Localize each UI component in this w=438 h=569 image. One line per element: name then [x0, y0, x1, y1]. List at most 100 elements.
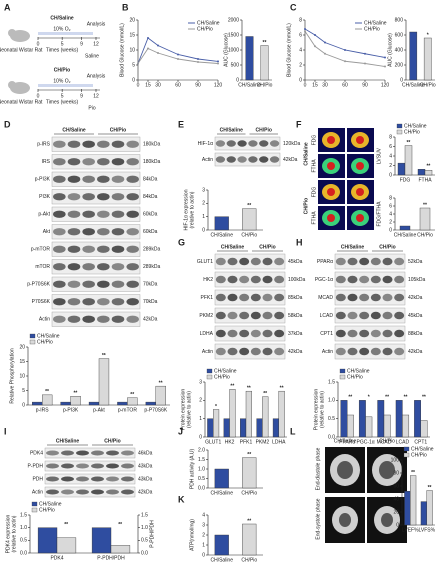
- blot-label: Akt: [43, 229, 51, 235]
- blot-band: [126, 210, 139, 218]
- echo-column: CH/Saline: [334, 438, 357, 444]
- blot-band: [274, 311, 285, 320]
- time-label: 0: [37, 93, 40, 99]
- y-tick-label: 8: [389, 195, 392, 201]
- bar: [42, 394, 53, 406]
- blot-band: [97, 228, 110, 236]
- blot-band: [394, 329, 405, 338]
- series-point: [157, 52, 159, 54]
- blot-band: [370, 293, 381, 302]
- series-line: [304, 28, 386, 58]
- pet-core: [327, 188, 335, 196]
- bar: [272, 418, 279, 438]
- legend-label: CH/Pio: [39, 507, 55, 513]
- blot-band: [239, 329, 250, 338]
- bar: [212, 409, 220, 438]
- y-tick-label: 0: [22, 402, 25, 408]
- y-tick-label: 2: [199, 398, 202, 404]
- bar: [98, 358, 110, 406]
- blot-band: [97, 298, 110, 306]
- y-axis-label: PDH activity (A.U): [189, 449, 195, 490]
- blot-band: [126, 175, 139, 183]
- y-tick-label: 0: [396, 522, 399, 528]
- blot-kda: 60kDa: [143, 229, 158, 235]
- series-point: [314, 45, 316, 48]
- blot-kda: 70kDa: [143, 282, 158, 288]
- blot-group: CH/Saline: [341, 244, 365, 250]
- x-tick-label: 15: [145, 82, 151, 88]
- blot-band: [67, 228, 81, 236]
- blot-band: [126, 315, 139, 323]
- blot-strip: [44, 447, 136, 459]
- series-line: [137, 37, 219, 64]
- blot-group: CH/Pio: [256, 127, 272, 133]
- blot-kda: 289kDa: [143, 264, 160, 270]
- blot-band: [61, 489, 74, 495]
- bar: [262, 396, 269, 438]
- blot-band: [106, 463, 119, 469]
- blot-label: HIF-1α: [198, 141, 214, 147]
- y-tick-label: 60: [393, 483, 399, 489]
- blot-label: p-mTOR: [31, 247, 50, 253]
- blot-band: [91, 450, 104, 456]
- legend-swatch: [339, 374, 346, 380]
- legend-label: CH/Saline: [214, 368, 237, 374]
- y-axis-label: (relative to actin): [189, 191, 195, 228]
- y-tick-label: 0: [389, 172, 392, 178]
- legend-label: CH/Saline: [404, 123, 427, 129]
- y-tick-label: 1: [202, 214, 205, 220]
- bar: [117, 401, 128, 406]
- y-tick-label: 0.5: [141, 538, 148, 544]
- x-tick-label: CH/Saline: [210, 490, 233, 496]
- y-tick-label: 6: [389, 144, 392, 150]
- blot-group: CH/Saline: [221, 244, 245, 250]
- blot-kda: 289kDa: [143, 247, 160, 253]
- blot-label: PDK4: [30, 450, 43, 456]
- bar: [223, 418, 230, 438]
- blot-band: [359, 275, 370, 284]
- echo-column: CH/Pio: [379, 438, 395, 444]
- y-tick-label: 2000: [228, 17, 239, 23]
- blot-band: [394, 347, 405, 356]
- blot-band: [46, 450, 59, 456]
- blot-band: [76, 489, 89, 495]
- y-tick-label: 1: [199, 416, 202, 422]
- bar: [127, 397, 138, 406]
- blot-label: Actin: [32, 489, 43, 495]
- pet-core: [356, 214, 364, 222]
- significance: **: [230, 384, 234, 390]
- blot-band: [61, 450, 74, 456]
- blot-label: PGC-1α: [315, 277, 333, 283]
- significance: **: [280, 385, 284, 391]
- x-tick-label: 15: [312, 82, 318, 88]
- y-axis-label: Blood Glucose (mmol/L): [119, 23, 125, 77]
- bar: [409, 31, 418, 81]
- legend-label: CH/Pio: [214, 374, 230, 380]
- y-tick-label: 0: [236, 77, 239, 83]
- bar: [417, 169, 426, 176]
- blot-band: [239, 257, 250, 266]
- y-axis-label: Blood Glucose (mmol/L): [286, 23, 292, 77]
- blot-kda: 60kDa: [143, 212, 158, 218]
- blot-label: GLUT1: [197, 259, 213, 265]
- significance: **: [263, 40, 267, 46]
- blot-band: [97, 280, 110, 288]
- bar: [110, 545, 131, 554]
- x-tick-label: PPARα: [339, 439, 355, 445]
- echo-cavity: [381, 513, 393, 527]
- blot-kda: 58kDa: [288, 313, 303, 319]
- y-tick-label: 4: [202, 512, 205, 518]
- blot-band: [111, 140, 125, 148]
- blot-band: [121, 489, 134, 495]
- panel-letter: I: [4, 426, 7, 436]
- panel-letter: A: [4, 2, 11, 12]
- y-tick-label: 0.5: [20, 538, 27, 544]
- pet-group: CH/Saline: [303, 142, 309, 166]
- x-tick-label: CH/Pio: [420, 82, 436, 88]
- blot-label: LDHA: [200, 331, 214, 337]
- series-point: [364, 52, 366, 55]
- x-tick-label: p-mTOR: [118, 407, 137, 413]
- blot-band: [121, 463, 134, 469]
- bar: [60, 401, 71, 406]
- blot-band: [53, 245, 66, 253]
